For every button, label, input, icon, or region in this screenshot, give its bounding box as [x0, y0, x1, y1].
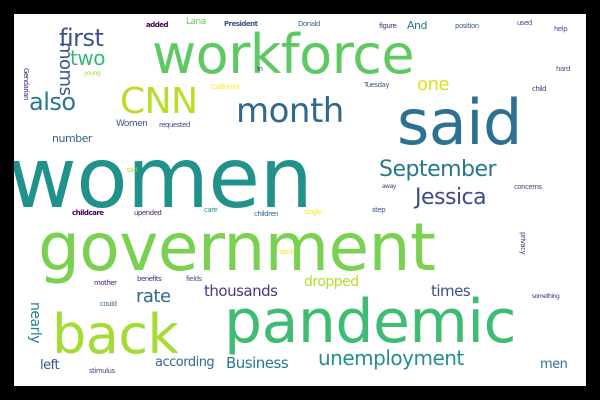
word-women-small: Women — [116, 119, 148, 129]
word-told: told — [127, 167, 137, 174]
word-position: position — [455, 22, 479, 30]
word-child: child — [532, 85, 547, 93]
word-one: one — [417, 74, 450, 95]
word-said: said — [397, 86, 522, 159]
word-september: September — [379, 157, 497, 182]
word-california: California — [211, 83, 240, 91]
word-could: could — [100, 300, 117, 308]
word-business: Business — [226, 354, 289, 372]
word-men: men — [540, 357, 568, 372]
word-upended: upended — [134, 209, 162, 217]
word-cloud: women government workforce pandemic said… — [14, 14, 586, 386]
word-requested: requested — [159, 121, 190, 129]
word-privacy: privacy — [519, 232, 527, 255]
word-children: children — [254, 210, 279, 218]
word-government: government — [38, 209, 436, 286]
word-childcare: childcare — [72, 209, 104, 217]
word-young: young — [84, 70, 101, 77]
word-used: used — [517, 19, 532, 27]
word-benefits: benefits — [137, 275, 162, 283]
word-added: added — [146, 21, 169, 29]
word-work: work — [279, 248, 294, 256]
word-according: according — [155, 355, 215, 370]
word-step: step — [372, 206, 386, 214]
word-donald: Donald — [298, 20, 320, 28]
word-cnn: CNN — [120, 81, 198, 122]
word-and: And — [407, 19, 427, 32]
word-help: help — [554, 25, 568, 33]
word-back: back — [52, 303, 179, 366]
word-concerns: concerns — [514, 183, 542, 191]
word-away: away — [382, 183, 396, 190]
word-women: women — [14, 129, 313, 227]
word-mother: mother — [94, 279, 117, 287]
word-left: left — [40, 358, 60, 373]
word-in: In — [257, 65, 263, 73]
word-times: times — [431, 282, 471, 300]
word-lana: Lana — [186, 17, 206, 27]
word-something: something — [532, 293, 560, 300]
word-pandemic: pandemic — [224, 287, 517, 357]
word-moms: moms — [55, 42, 76, 96]
word-thousands: thousands — [204, 282, 278, 300]
word-president: President — [224, 20, 258, 28]
word-rate: rate — [136, 286, 171, 307]
word-also: also — [29, 88, 76, 116]
word-jessica: Jessica — [415, 185, 487, 210]
word-nearly: nearly — [27, 302, 43, 343]
word-stimulus: stimulus — [89, 367, 115, 375]
word-first: first — [59, 24, 104, 52]
word-tuesday: Tuesday — [364, 81, 389, 89]
word-care: care — [204, 206, 218, 214]
word-workforce: workforce — [152, 23, 415, 86]
word-gendarian: Gendarian — [22, 68, 30, 100]
word-single: single — [304, 208, 322, 216]
word-fields: fields — [186, 275, 202, 283]
word-dropped: dropped — [304, 274, 359, 290]
word-month: month — [236, 91, 344, 131]
word-figure: figure — [379, 22, 397, 30]
word-number: number — [52, 132, 92, 145]
word-unemployment: unemployment — [318, 346, 464, 370]
word-hard: hard — [556, 65, 570, 73]
word-two: two — [70, 46, 105, 70]
